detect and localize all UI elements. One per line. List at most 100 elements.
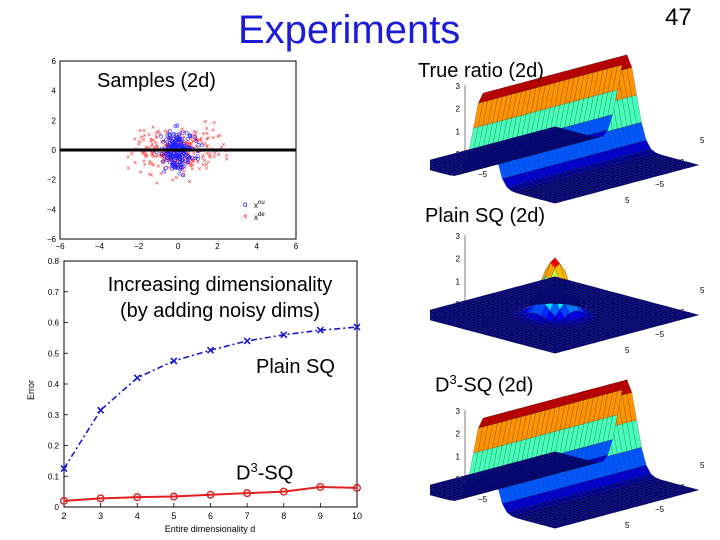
scatter-point-de: × [143,149,147,156]
scatter-point-de: × [142,128,146,135]
series-point-0 [97,406,105,414]
chart-y-tick: 0.8 [48,257,60,266]
surface-mesh [430,379,700,529]
scatter-point-de: × [175,140,179,147]
scatter-point-de: × [133,137,137,144]
scatter-point-de: × [159,171,163,178]
surface-x-tick: 5 [625,196,630,205]
scatter-point-de: × [148,161,152,168]
series-point-1 [60,496,69,505]
scatter-point-de: × [155,153,159,160]
scatter-point-de: × [205,131,209,138]
scatter-point-nu [175,137,179,142]
scatter-point-nu [193,156,198,161]
scatter-point-de: × [191,158,195,165]
scatter-point-de: × [150,143,154,150]
scatter-point-de: × [148,172,152,179]
surface-mesh [430,257,700,354]
scatter-point-nu [175,144,180,149]
scatter-y-tick: 2 [52,116,57,125]
scatter-point-de: × [142,133,146,140]
scatter-x-tick: 0 [176,242,181,251]
series-point-0 [206,346,215,354]
scatter-point-de: × [188,162,192,169]
surface-y-tick: 5 [700,136,705,145]
scatter-point-de: × [194,130,198,137]
scatter-point-de: × [197,137,201,144]
scatter-point-de: × [188,144,192,151]
scatter-point-de: × [200,141,204,148]
series-point-1 [133,493,142,502]
scatter-point-de: × [205,143,209,150]
scatter-point-nu [171,136,176,141]
scatter-point-de: × [192,129,196,136]
scatter-point-de: × [194,144,198,151]
series-point-0 [133,374,141,382]
scatter-point-de: × [139,135,143,142]
scatter-point-nu [195,156,200,161]
legend-text-de: x [254,213,258,222]
surface-x-tick: −5 [478,495,488,504]
true-ratio-surface-plot: 3210−50550−5 [430,54,705,205]
d3-sq-label: D3-SQ [236,460,293,486]
scatter-point-de: × [166,144,170,151]
scatter-point-nu [164,166,168,170]
scatter-point-nu [195,154,200,158]
scatter-point-nu [159,151,164,156]
scatter-point-nu [171,132,175,137]
chart-y-ticks: 0.8 0.7 0.6 0.5 0.4 0.3 0.2 0.1 0 [48,257,68,512]
d3-sq-sup: 3 [250,460,258,475]
scatter-point-de: × [163,143,167,150]
scatter-x-tick: −6 [55,242,65,251]
scatter-point-nu [171,144,176,149]
increasing-line-2: (by adding noisy dims) [119,300,321,322]
scatter-point-de: × [193,134,197,141]
scatter-point-nu [160,159,165,164]
scatter-point-nu [184,144,189,149]
scatter-point-de: × [142,151,146,158]
scatter-point-de: × [159,153,163,160]
scatter-y-ticks: 6 4 2 0 −2 −4 −6 [47,57,57,244]
scatter-point-de: × [155,180,159,187]
d3-sq-suffix: -SQ [257,462,294,485]
scatter-point-de: × [178,133,182,140]
scatter-point-de: × [192,133,196,140]
scatter-point-de: × [205,137,209,144]
scatter-point-de: × [188,141,192,148]
scatter-point-nu [178,165,183,170]
scatter-point-de: × [175,164,179,171]
scatter-point-de: × [187,148,191,155]
scatter-point-de: × [174,175,178,182]
scatter-point-de: × [149,137,153,144]
samples-label: Samples (2d) [97,70,216,92]
scatter-point-nu [177,154,182,158]
series-point-1 [96,494,105,503]
scatter-point-nu [175,137,180,142]
surface-y-tick: −5 [655,505,665,514]
series-point-1 [206,490,215,499]
chart-y-tick: 0.3 [48,411,60,420]
scatter-point-de: × [140,149,144,156]
scatter-point-nu [184,130,189,135]
scatter-x-tick: 2 [215,242,220,251]
scatter-point-de: × [176,158,180,165]
surface-z-tick: 3 [456,82,461,91]
series-point-1 [169,492,178,501]
scatter-point-nu [186,160,191,164]
scatter-point-de: × [191,139,195,146]
scatter-point-nu [180,158,185,162]
scatter-point-de: × [151,162,155,169]
scatter-point-de: × [147,132,151,139]
scatter-y-tick: 6 [52,57,57,66]
chart-x-tick: 8 [281,511,286,521]
series-point-1 [353,483,362,492]
slide-title: Experiments [238,8,461,52]
scatter-point-nu [172,131,176,136]
scatter-point-de: × [151,137,155,144]
scatter-point-de: × [161,154,165,161]
series-point-1 [243,489,252,498]
scatter-point-de: × [126,165,130,172]
scatter-point-de: × [163,129,167,136]
scatter-point-de: × [153,149,157,156]
scatter-point-de: × [157,129,161,136]
